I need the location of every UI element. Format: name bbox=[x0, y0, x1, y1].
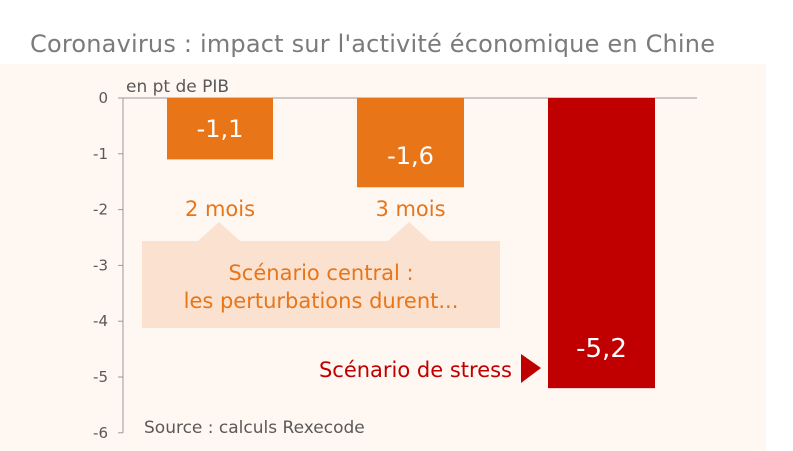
y-tick-label: -3 bbox=[93, 256, 108, 274]
stress-scenario-label: Scénario de stress bbox=[319, 358, 512, 382]
y-tick-label: -4 bbox=[93, 312, 108, 330]
bar-group bbox=[167, 98, 655, 389]
central-scenario-line: Scénario central : bbox=[228, 261, 413, 285]
central-scenario-text: Scénario central : les perturbations dure… bbox=[184, 261, 459, 313]
y-tick-label: -2 bbox=[93, 201, 108, 219]
label-group: en pt de PIB -1,1 -1,6 -5,2 2 mois 3 mois bbox=[126, 77, 627, 364]
y-tick-label: -6 bbox=[93, 424, 108, 442]
bar bbox=[167, 98, 273, 160]
central-scenario-callout bbox=[142, 222, 500, 328]
y-tick-label: 0 bbox=[98, 89, 108, 107]
annotation-group: Scénario central : les perturbations dure… bbox=[142, 222, 541, 438]
category-label: 3 mois bbox=[375, 197, 445, 221]
y-tick-label: -5 bbox=[93, 368, 108, 386]
bar bbox=[357, 98, 464, 188]
bar-value-label: -1,6 bbox=[387, 142, 434, 170]
category-label: 2 mois bbox=[185, 197, 255, 221]
bar-value-label: -1,1 bbox=[197, 115, 244, 143]
central-scenario-line: les perturbations durent... bbox=[184, 289, 459, 313]
y-axis-label: en pt de PIB bbox=[126, 77, 229, 97]
chart-title: Coronavirus : impact sur l'activité écon… bbox=[30, 30, 716, 58]
chart-axes: 0 -1 -2 -3 -4 -5 -6 bbox=[93, 89, 697, 442]
y-tick-label: -1 bbox=[93, 145, 108, 163]
source-note: Source : calculs Rexecode bbox=[144, 418, 365, 438]
bar bbox=[548, 98, 655, 389]
bar-value-label: -5,2 bbox=[576, 334, 627, 364]
stress-arrow-icon bbox=[521, 354, 541, 383]
